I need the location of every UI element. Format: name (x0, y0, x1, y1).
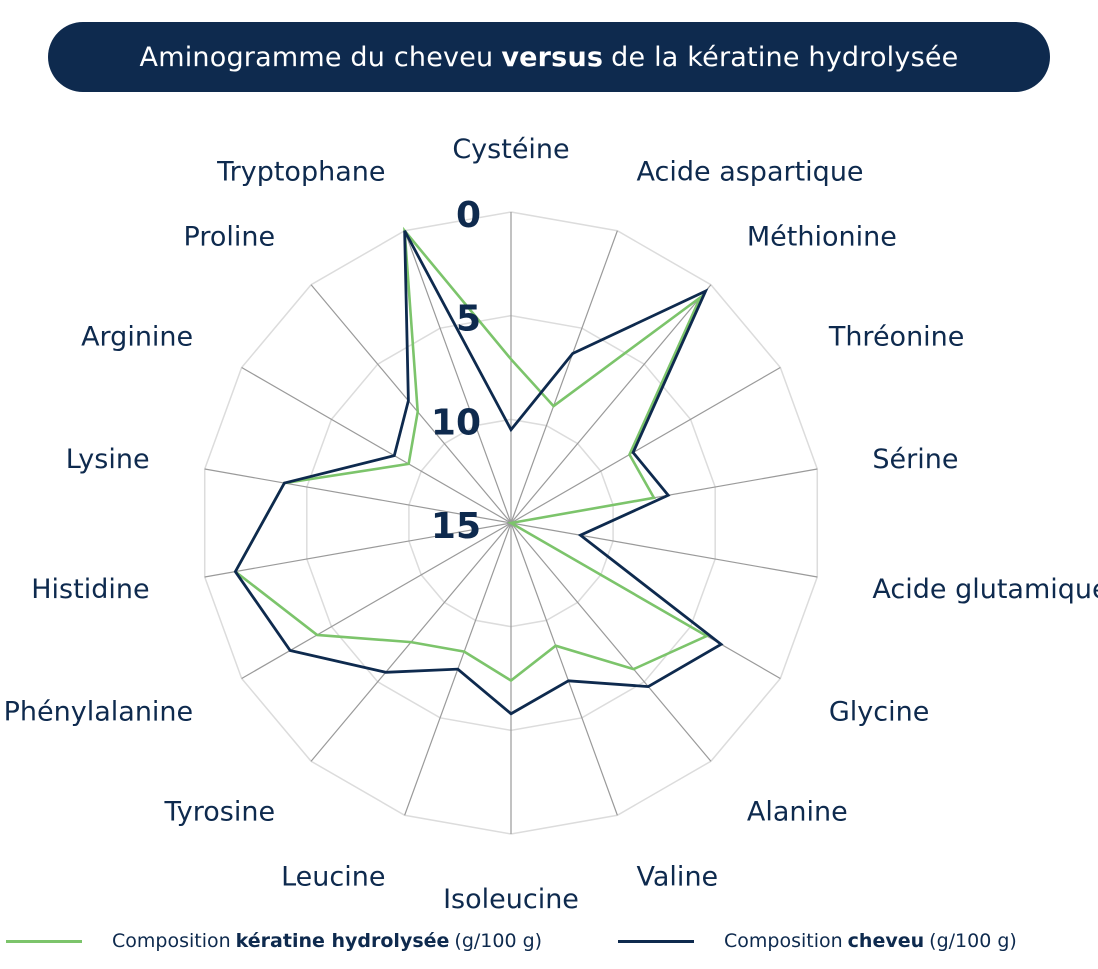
radial-tick-label: 10 (431, 402, 481, 443)
category-label: Acide glutamique (872, 574, 1098, 605)
spoke-7 (510, 522, 712, 762)
spoke-16 (310, 284, 512, 524)
chart-title: Aminogramme du cheveu versus de la kérat… (48, 22, 1050, 92)
radial-tick-label: 15 (431, 506, 481, 547)
category-label: Glycine (829, 697, 929, 728)
radial-tick-label: 5 (456, 299, 481, 340)
legend-swatch-cheveu (618, 939, 694, 943)
category-label: Lysine (66, 444, 150, 475)
spoke-13 (204, 522, 512, 578)
category-label: Phénylalanine (4, 697, 194, 728)
legend-cheveu-pre: Composition (724, 930, 843, 952)
radar-chart: 0 5 10 15 Cystéine Acide aspartique Méthionine… (4, 134, 1098, 915)
series-keratine (233, 226, 710, 683)
series-cheveu (233, 230, 724, 716)
category-label: Valine (637, 861, 719, 892)
legend-swatch-keratine (6, 939, 82, 943)
spoke-3 (510, 366, 781, 524)
spoke-12 (241, 522, 512, 680)
title-part2: de la kératine hydrolysée (611, 41, 959, 73)
category-label: Acide aspartique (637, 157, 864, 188)
radar-labels: 0 5 10 15 Cystéine Acide aspartique Méthionine… (4, 134, 1098, 915)
category-label: Arginine (81, 322, 193, 353)
legend-cheveu-bold: cheveu (847, 930, 925, 952)
spoke-2 (510, 284, 712, 524)
title-bold: versus (501, 41, 604, 73)
legend-keratine-post: (g/100 g) (454, 930, 543, 952)
category-label: Alanine (747, 796, 848, 827)
category-label: Histidine (31, 574, 149, 605)
radar-grid (203, 211, 819, 835)
spoke-15 (241, 366, 512, 524)
category-label: Isoleucine (443, 884, 579, 915)
spoke-17 (404, 230, 512, 524)
title-part1: Aminogramme du cheveu (139, 41, 494, 73)
legend-keratine-pre: Composition (112, 930, 231, 952)
category-label: Tyrosine (164, 796, 276, 827)
spoke-5 (510, 522, 818, 578)
category-label: Méthionine (747, 222, 897, 253)
spoke-1 (510, 230, 618, 524)
legend-cheveu-post: (g/100 g) (929, 930, 1017, 952)
category-label: Leucine (281, 861, 385, 892)
category-label: Proline (184, 222, 276, 253)
legend-item-keratine: Composition kératine hydrolysée (g/100 g… (6, 921, 542, 961)
legend-keratine-bold: kératine hydrolysée (235, 930, 450, 952)
category-label: Cystéine (452, 134, 569, 165)
category-label: Tryptophane (216, 157, 385, 188)
legend-item-cheveu: Composition cheveu (g/100 g) (618, 921, 1017, 961)
category-label: Sérine (872, 444, 958, 475)
spoke-14 (204, 468, 512, 524)
category-label: Thréonine (828, 322, 965, 353)
spoke-8 (510, 522, 618, 816)
radial-tick-label: 0 (456, 195, 481, 236)
radar-series (233, 226, 724, 716)
